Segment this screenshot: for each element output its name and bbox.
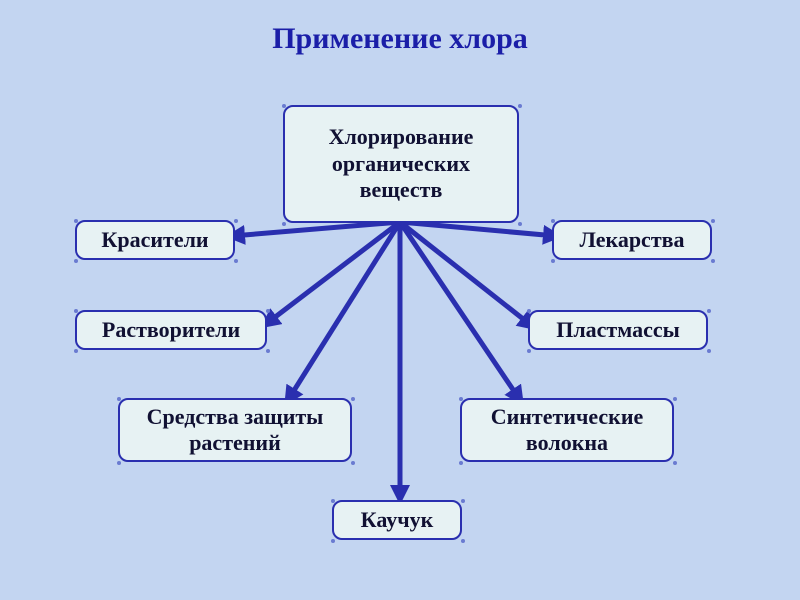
corner-dot [282, 222, 286, 226]
corner-dot [461, 539, 465, 543]
leaf-node-plastics-label: Пластмассы [556, 317, 680, 343]
corner-dot [266, 349, 270, 353]
corner-dot [117, 397, 121, 401]
arrow-to-dyes [232, 222, 400, 236]
center-node: Хлорированиеорганическихвеществ [283, 105, 519, 223]
corner-dot [673, 397, 677, 401]
corner-dot [707, 349, 711, 353]
leaf-node-fibers-label: Синтетическиеволокна [491, 404, 644, 457]
leaf-node-fibers: Синтетическиеволокна [460, 398, 674, 462]
arrow-to-medicine [400, 222, 556, 236]
corner-dot [74, 309, 78, 313]
corner-dot [707, 309, 711, 313]
corner-dot [266, 309, 270, 313]
corner-dot [74, 219, 78, 223]
corner-dot [518, 222, 522, 226]
leaf-node-solvents: Растворители [75, 310, 267, 350]
arrow-to-fibers [400, 222, 520, 400]
corner-dot [282, 104, 286, 108]
corner-dot [74, 259, 78, 263]
corner-dot [673, 461, 677, 465]
corner-dot [351, 397, 355, 401]
corner-dot [551, 219, 555, 223]
leaf-node-dyes: Красители [75, 220, 235, 260]
leaf-node-plastics: Пластмассы [528, 310, 708, 350]
corner-dot [331, 499, 335, 503]
leaf-node-protection: Средства защитырастений [118, 398, 352, 462]
corner-dot [459, 461, 463, 465]
corner-dot [518, 104, 522, 108]
leaf-node-solvents-label: Растворители [102, 317, 240, 343]
leaf-node-rubber-label: Каучук [361, 507, 434, 533]
corner-dot [527, 309, 531, 313]
leaf-node-medicine-label: Лекарства [579, 227, 684, 253]
leaf-node-medicine: Лекарства [552, 220, 712, 260]
corner-dot [74, 349, 78, 353]
corner-dot [461, 499, 465, 503]
leaf-node-dyes-label: Красители [101, 227, 208, 253]
leaf-node-protection-label: Средства защитырастений [147, 404, 324, 457]
arrow-to-plastics [400, 222, 532, 326]
corner-dot [351, 461, 355, 465]
arrow-to-protection [288, 222, 400, 400]
arrow-to-solvents [266, 222, 400, 324]
corner-dot [711, 219, 715, 223]
corner-dot [459, 397, 463, 401]
corner-dot [711, 259, 715, 263]
corner-dot [117, 461, 121, 465]
corner-dot [234, 219, 238, 223]
leaf-node-rubber: Каучук [332, 500, 462, 540]
corner-dot [527, 349, 531, 353]
corner-dot [551, 259, 555, 263]
center-node-label: Хлорированиеорганическихвеществ [329, 124, 474, 203]
corner-dot [331, 539, 335, 543]
corner-dot [234, 259, 238, 263]
page-title: Применение хлора [0, 22, 800, 56]
